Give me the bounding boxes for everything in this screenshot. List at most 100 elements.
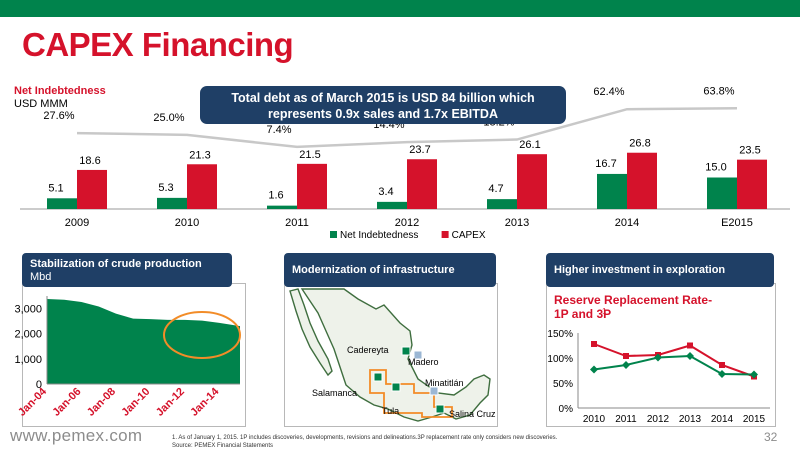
bar-capex bbox=[297, 163, 327, 209]
debt-ratio-line bbox=[76, 107, 738, 149]
x-tick-label: 2010 bbox=[583, 414, 606, 425]
data-point-1p bbox=[686, 352, 694, 360]
bar-value-label: 5.3 bbox=[158, 182, 173, 194]
bar-net-indebtedness bbox=[157, 197, 187, 209]
bar-value-label: 21.5 bbox=[299, 149, 320, 161]
legend-swatch bbox=[330, 231, 337, 238]
city-label-minatitlan: Minatitlán bbox=[425, 378, 464, 388]
explore-panel-header: Higher investment in exploration bbox=[546, 253, 774, 287]
x-tick-label: 2014 bbox=[615, 217, 639, 229]
y-tick-label: 150% bbox=[547, 329, 573, 340]
bar-net-indebtedness bbox=[267, 205, 297, 209]
bar-value-label: 5.1 bbox=[48, 182, 63, 194]
bar-capex bbox=[187, 164, 217, 209]
page-number: 32 bbox=[764, 430, 778, 444]
rrr-chart-title-line2: 1P and 3P bbox=[554, 307, 611, 321]
x-tick-label: E2015 bbox=[721, 217, 753, 229]
x-tick-label: 2010 bbox=[175, 217, 199, 229]
infra-panel-title: Modernization of infrastructure bbox=[292, 264, 455, 276]
page-title: CAPEX Financing bbox=[22, 26, 294, 63]
bar-value-label: 16.7 bbox=[595, 158, 616, 170]
x-tick-label: 2012 bbox=[647, 414, 670, 425]
crude-panel-unit: Mbd bbox=[30, 271, 52, 283]
bar-capex bbox=[737, 159, 767, 209]
x-tick-label: 2013 bbox=[505, 217, 529, 229]
y-tick-label: 50% bbox=[553, 379, 573, 390]
rrr-chart-title-line1: Reserve Replacement Rate- bbox=[554, 293, 712, 307]
legend-label: CAPEX bbox=[452, 230, 486, 241]
bar-net-indebtedness bbox=[487, 199, 517, 209]
refinery-icon-cadereyta bbox=[401, 346, 411, 356]
x-tick-label: 2011 bbox=[285, 217, 309, 229]
bar-net-indebtedness bbox=[377, 201, 407, 209]
city-label-salina-cruz: Salina Cruz bbox=[449, 409, 496, 419]
highlight-ellipse bbox=[163, 311, 241, 359]
explore-panel-title: Higher investment in exploration bbox=[554, 264, 726, 276]
refinery-icon-salamanca bbox=[373, 372, 383, 382]
bar-net-indebtedness bbox=[597, 173, 627, 209]
bar-value-label: 4.7 bbox=[488, 183, 503, 195]
bar-net-indebtedness bbox=[47, 198, 77, 209]
series-line-1p bbox=[593, 354, 755, 376]
crude-production-area bbox=[47, 299, 240, 384]
unit-label: USD MMM bbox=[14, 98, 68, 110]
x-tick-label: 2013 bbox=[679, 414, 702, 425]
net-indebtedness-label: Net Indebtedness bbox=[14, 85, 106, 97]
infra-panel-header: Modernization of infrastructure bbox=[284, 253, 496, 287]
data-point-3p bbox=[719, 362, 725, 368]
bar-value-label: 23.7 bbox=[409, 144, 430, 156]
data-point-3p bbox=[591, 341, 597, 347]
y-tick-label: 0 bbox=[36, 379, 42, 391]
bar-value-label: 26.8 bbox=[629, 138, 650, 150]
city-label-madero: Madero bbox=[408, 357, 439, 367]
y-tick-label: 100% bbox=[547, 354, 573, 365]
ratio-label: 62.4% bbox=[593, 86, 624, 98]
data-point-1p bbox=[622, 361, 630, 369]
bar-value-label: 1.6 bbox=[268, 190, 283, 202]
baja-peninsula bbox=[289, 288, 333, 377]
bar-capex bbox=[77, 169, 107, 209]
crude-panel-header: Stabilization of crude production Mbd bbox=[22, 253, 232, 287]
bar-value-label: 15.0 bbox=[705, 162, 726, 174]
refinery-icon-madero bbox=[413, 350, 423, 360]
ratio-label: 7.4% bbox=[266, 124, 291, 136]
legend-swatch bbox=[441, 231, 449, 238]
bar-value-label: 26.1 bbox=[519, 139, 540, 151]
refinery-icon-tula bbox=[391, 382, 401, 392]
y-tick-label: 2,000 bbox=[14, 329, 42, 341]
series-line-3p bbox=[593, 343, 755, 378]
x-tick-label: 2015 bbox=[743, 414, 766, 425]
callout-line-2: represents 0.9x sales and 1.7x EBITDA bbox=[268, 107, 498, 121]
data-point-1p bbox=[718, 370, 726, 378]
x-tick-label: 2012 bbox=[395, 217, 419, 229]
mainland-mexico bbox=[300, 288, 491, 422]
bar-capex bbox=[517, 154, 547, 209]
footnote-source: Source: PEMEX Financial Statements bbox=[172, 443, 274, 449]
x-tick-label: 2011 bbox=[615, 414, 637, 425]
bar-capex bbox=[627, 152, 657, 209]
data-point-3p bbox=[687, 342, 693, 349]
data-point-1p bbox=[750, 370, 758, 379]
bar-net-indebtedness bbox=[707, 177, 737, 209]
y-tick-label: 1,000 bbox=[14, 354, 42, 366]
refinery-icon-salina-cruz bbox=[435, 404, 445, 414]
city-label-tula: Tula bbox=[382, 406, 399, 416]
city-label-cadereyta: Cadereyta bbox=[347, 345, 389, 355]
capex-bar-chart: 27.6%25.0%7.4%14.4%18.2%62.4%63.8%5.118.… bbox=[20, 85, 790, 241]
ratio-label: 63.8% bbox=[703, 85, 734, 97]
bar-value-label: 3.4 bbox=[378, 186, 393, 198]
bar-value-label: 21.3 bbox=[189, 149, 210, 161]
rrr-title-superscript: 1 bbox=[602, 307, 607, 316]
footer-url: www.pemex.com bbox=[10, 426, 143, 445]
callout-line-1: Total debt as of March 2015 is USD 84 bi… bbox=[231, 91, 535, 105]
y-tick-label: 3,000 bbox=[14, 304, 42, 316]
refinery-icon-minatitlan bbox=[429, 386, 439, 396]
bar-value-label: 23.5 bbox=[739, 145, 760, 157]
footnote: 1. As of January 1, 2015. 1P includes di… bbox=[172, 434, 557, 450]
footnote-line-1: 1. As of January 1, 2015. 1P includes di… bbox=[172, 435, 558, 441]
x-tick-label: 2009 bbox=[65, 217, 89, 229]
bar-capex bbox=[407, 159, 437, 209]
data-point-1p bbox=[590, 365, 598, 374]
legend-label: Net Indebtedness bbox=[340, 230, 418, 241]
